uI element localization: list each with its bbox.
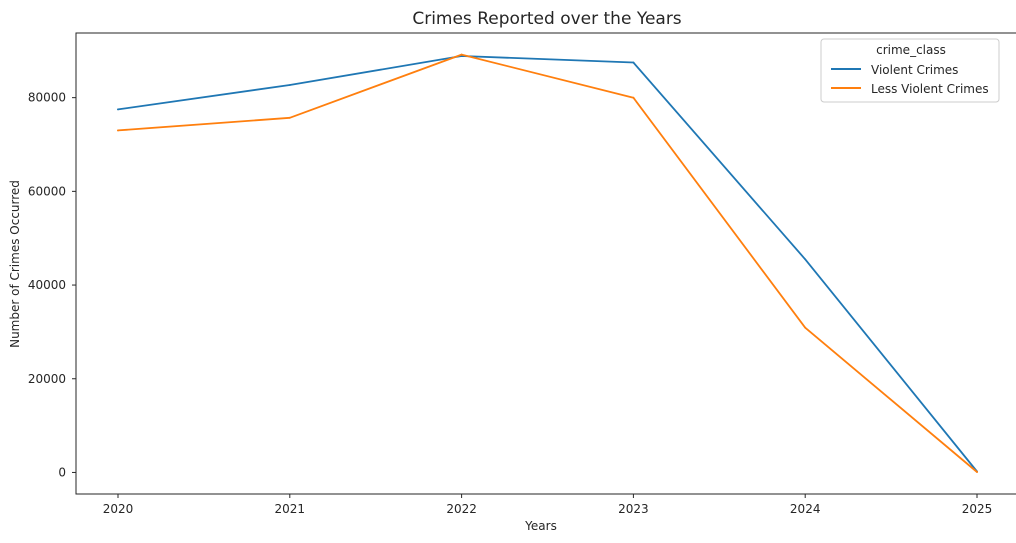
series-line-less-violent-crimes [117, 53, 978, 473]
data-point [117, 108, 119, 111]
series-lines [117, 53, 978, 473]
y-tick-label: 60000 [28, 184, 66, 198]
y-tick-label: 0 [58, 465, 66, 479]
x-tick-label: 2022 [446, 502, 477, 516]
data-point [460, 53, 463, 56]
data-point [117, 129, 119, 132]
data-point [804, 258, 807, 261]
series-line-violent-crimes [117, 55, 978, 473]
legend-label-violent-crimes: Violent Crimes [871, 63, 958, 77]
chart-title: Crimes Reported over the Years [412, 9, 681, 29]
y-tick-label: 20000 [28, 372, 66, 386]
x-axis-title: Years [524, 519, 557, 533]
legend-title: crime_class [876, 43, 946, 57]
data-point [288, 116, 291, 119]
x-tick-label: 2021 [275, 502, 306, 516]
y-tick-label: 80000 [28, 91, 66, 105]
y-tick-label: 40000 [28, 278, 66, 292]
legend-label-less-violent-crimes: Less Violent Crimes [871, 82, 989, 96]
x-axis: 2020 2021 2022 2023 2024 2025 [103, 494, 993, 516]
legend: crime_class Violent Crimes Less Violent … [820, 38, 1000, 103]
x-tick-label: 2020 [103, 502, 134, 516]
plot-area [75, 32, 1016, 495]
y-axis: 0 20000 40000 60000 80000 [28, 91, 76, 479]
data-point [804, 326, 807, 329]
data-point [632, 61, 635, 64]
data-point [288, 84, 291, 86]
data-point [632, 96, 635, 99]
y-axis-title: Number of Crimes Occurred [8, 180, 22, 348]
x-tick-label: 2023 [618, 502, 649, 516]
data-point [976, 471, 978, 473]
x-tick-label: 2024 [790, 502, 821, 516]
x-tick-label: 2025 [962, 502, 993, 516]
legend-box [820, 38, 1000, 103]
